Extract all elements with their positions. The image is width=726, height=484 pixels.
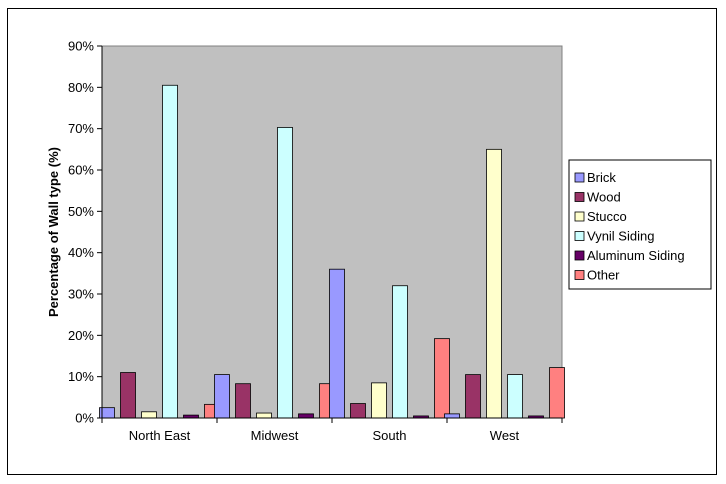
bar-stucco-south <box>371 382 387 419</box>
bar-wood-north-east <box>120 372 136 419</box>
bar-stucco-north-east <box>141 411 157 419</box>
bar-vynil-siding-north-east <box>162 84 178 419</box>
legend-label: Stucco <box>587 209 627 224</box>
y-tick-label: 90% <box>68 39 94 54</box>
bar-aluminum-siding-midwest <box>298 413 314 419</box>
legend-label: Aluminum Siding <box>587 248 685 263</box>
y-axis-title: Percentage of Wall type (%) <box>46 147 61 317</box>
legend-label: Other <box>587 268 620 283</box>
y-tick-label: 40% <box>68 245 94 260</box>
y-tick-label: 60% <box>68 163 94 178</box>
legend-swatch <box>574 270 585 280</box>
legend-swatch <box>574 172 585 183</box>
y-tick-label: 30% <box>68 287 94 302</box>
bar-wood-south <box>350 403 366 419</box>
bar-brick-midwest <box>214 374 230 419</box>
bar-brick-west <box>444 413 460 419</box>
bar-other-west <box>549 367 565 419</box>
legend-box <box>568 159 712 290</box>
y-tick-label: 80% <box>68 80 94 95</box>
x-tick-label: North East <box>129 428 191 443</box>
y-tick-label: 10% <box>68 369 94 384</box>
y-tick-label: 70% <box>68 121 94 136</box>
bar-stucco-west <box>486 148 502 419</box>
legend-swatch <box>574 231 585 241</box>
y-tick-label: 20% <box>68 328 94 343</box>
legend-swatch <box>574 250 585 261</box>
bar-vynil-siding-south <box>392 285 408 419</box>
y-tick-label: 50% <box>68 204 94 219</box>
bar-wood-midwest <box>235 383 251 419</box>
legend-label: Wood <box>587 190 621 205</box>
y-tick-label: 0% <box>75 411 94 426</box>
x-tick-label: West <box>490 428 520 443</box>
legend-label: Brick <box>587 170 616 185</box>
bar-vynil-siding-west <box>507 374 523 419</box>
bar-stucco-midwest <box>256 412 272 419</box>
x-tick-label: South <box>373 428 407 443</box>
bar-brick-south <box>329 268 345 419</box>
bar-vynil-siding-midwest <box>277 127 293 419</box>
bar-other-south <box>434 338 450 419</box>
legend-swatch <box>574 211 585 222</box>
bar-wood-west <box>465 374 481 419</box>
x-tick-label: Midwest <box>251 428 299 443</box>
legend-swatch <box>574 192 585 202</box>
legend-label: Vynil Siding <box>587 229 654 244</box>
